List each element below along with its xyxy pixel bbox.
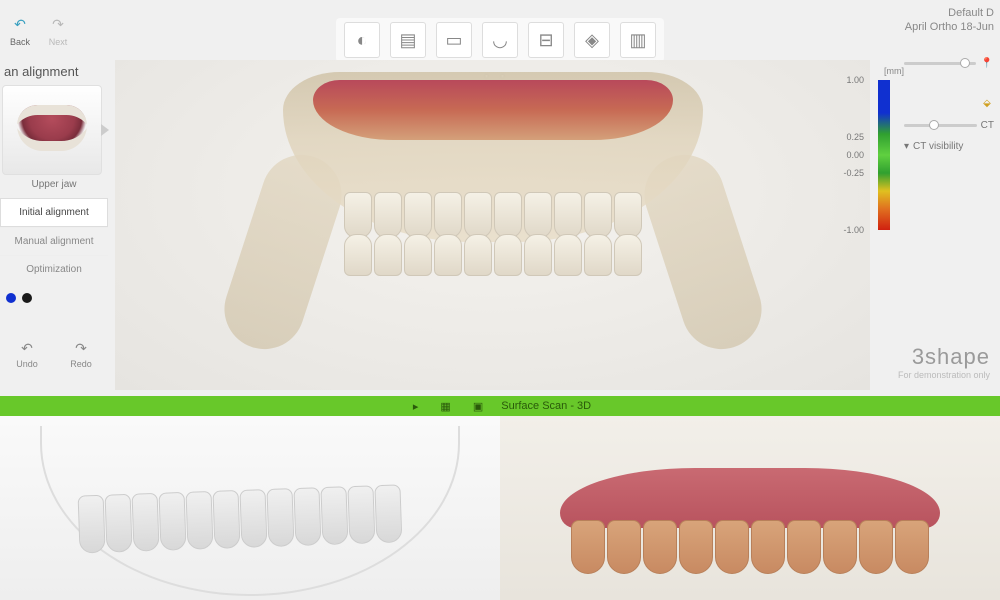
- color-dots: [0, 283, 108, 313]
- arch-tool-icon[interactable]: ◡: [482, 22, 518, 58]
- back-button[interactable]: ↶ Back: [10, 14, 30, 47]
- legend-tick: -1.00: [843, 225, 864, 235]
- ct-visibility-label: CT visibility: [913, 141, 963, 152]
- viewport-ct[interactable]: [0, 416, 500, 600]
- undo-label: Undo: [16, 359, 38, 369]
- legend-bar: [878, 80, 890, 230]
- case-info: Default D April Ortho 18-Jun: [905, 6, 994, 35]
- pin-icon: 📍: [980, 56, 994, 70]
- viewport-divider-bar: ▸ ▦ ▣ Surface Scan - 3D: [0, 396, 1000, 416]
- legend-tick: 0.00: [846, 150, 864, 160]
- marker-slider[interactable]: ⬙: [904, 96, 994, 110]
- left-panel: an alignment Upper jaw Initial alignment…: [0, 56, 108, 313]
- legend-tick: -0.25: [843, 168, 864, 178]
- redo-button[interactable]: ↷ Redo: [70, 340, 92, 369]
- back-arrow-icon: ↶: [10, 14, 30, 34]
- next-arrow-icon: ↷: [48, 14, 68, 34]
- next-button[interactable]: ↷ Next: [48, 14, 68, 47]
- surface-upper-jaw: [560, 468, 940, 578]
- mesh-tool-icon[interactable]: ◈: [574, 22, 610, 58]
- panel-title: an alignment: [0, 56, 108, 85]
- back-label: Back: [10, 37, 30, 47]
- chevron-right-icon: [101, 124, 109, 136]
- redo-label: Redo: [70, 359, 92, 369]
- step-item-1[interactable]: Manual alignment: [0, 227, 108, 255]
- ct-teeth-row: [78, 484, 403, 553]
- align-tool-icon[interactable]: ⊟: [528, 22, 564, 58]
- marker-icon: ⬙: [980, 96, 994, 110]
- brand-sub: For demonstration only: [898, 370, 990, 380]
- step-list: Initial alignmentManual alignmentOptimiz…: [0, 198, 108, 283]
- undo-button[interactable]: ↶ Undo: [16, 340, 38, 369]
- step-item-2[interactable]: Optimization: [0, 255, 108, 283]
- step-item-0[interactable]: Initial alignment: [0, 198, 108, 227]
- undo-icon: ↶: [21, 340, 33, 357]
- viewport-surface-scan[interactable]: [500, 416, 1000, 600]
- opacity-slider[interactable]: 📍: [904, 56, 994, 70]
- case-line1: Default D: [905, 6, 994, 20]
- viewport-3d-main[interactable]: ⋮⋮: [115, 60, 870, 390]
- ct-visibility-toggle[interactable]: ▾ CT visibility: [904, 141, 994, 152]
- play-icon[interactable]: ▸: [409, 400, 423, 413]
- export-tool-icon[interactable]: ▥: [620, 22, 656, 58]
- legend-tick: 1.00: [846, 75, 864, 85]
- scan-tool-icon[interactable]: ▤: [390, 22, 426, 58]
- case-line2: April Ortho 18-Jun: [905, 20, 994, 34]
- redo-icon: ↷: [75, 340, 87, 357]
- legend-unit: [mm]: [884, 66, 904, 76]
- grid2-icon[interactable]: ▦: [436, 400, 454, 413]
- color-dot-0[interactable]: [6, 293, 16, 303]
- ct-slider[interactable]: CT: [904, 120, 994, 131]
- main-toolbar: ◐ ▤ ▭ ◡ ⊟ ◈ ▥: [336, 18, 664, 62]
- brand-block: 3shape For demonstration only: [898, 344, 990, 380]
- right-controls: 📍 ⬙ CT ▾ CT visibility: [904, 56, 994, 152]
- thumbnail-label: Upper jaw: [0, 179, 108, 190]
- grid1-icon[interactable]: ▣: [469, 400, 487, 413]
- save-tool-icon[interactable]: ▭: [436, 22, 472, 58]
- jaw-thumbnail[interactable]: [2, 85, 102, 175]
- next-label: Next: [49, 37, 68, 47]
- brand-logo: 3shape: [898, 344, 990, 370]
- color-legend: [mm] 1.000.250.00-0.25-1.00: [868, 80, 900, 250]
- legend-tick: 0.25: [846, 132, 864, 142]
- color-dot-1[interactable]: [22, 293, 32, 303]
- model-skull: [253, 72, 733, 390]
- chevron-down-icon: ▾: [904, 141, 909, 152]
- ct-slider-label: CT: [981, 120, 994, 131]
- patient-tool-icon[interactable]: ◐: [344, 22, 380, 58]
- viewport-bar-label: Surface Scan - 3D: [501, 400, 591, 412]
